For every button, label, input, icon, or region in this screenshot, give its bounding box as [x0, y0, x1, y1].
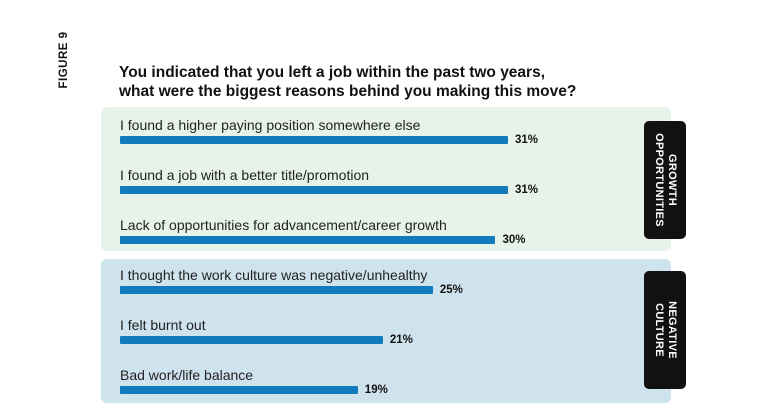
bar-label: Lack of opportunities for advancement/ca… — [120, 217, 447, 233]
group-tag-growth-text: GROWTH OPPORTUNITIES — [652, 133, 678, 227]
group-tag-culture: NEGATIVE CULTURE — [644, 271, 686, 389]
bar-value-label: 19% — [364, 384, 388, 396]
bar-label: I felt burnt out — [120, 317, 206, 333]
bar-value-label: 31% — [515, 184, 539, 196]
group-tag-growth-line-2: OPPORTUNITIES — [653, 133, 665, 227]
group-panel-growth — [101, 107, 671, 251]
chart-title-line-1: You indicated that you left a job within… — [119, 64, 546, 81]
bar-value-label: 31% — [515, 134, 539, 146]
bar-value-label: 21% — [389, 334, 413, 346]
group-tag-culture-line-2: CULTURE — [653, 303, 665, 357]
bar — [120, 136, 508, 144]
bar — [120, 286, 433, 294]
chart-title-line-2: what were the biggest reasons behind you… — [119, 83, 577, 100]
figure-label: FIGURE 9 — [58, 31, 70, 89]
group-tag-culture-text: NEGATIVE CULTURE — [652, 301, 678, 359]
bar-label: I thought the work culture was negative/… — [120, 267, 428, 283]
group-tag-culture-line-1: NEGATIVE — [666, 301, 678, 359]
bar — [120, 186, 508, 194]
bar — [120, 386, 358, 394]
group-tag-growth-line-1: GROWTH — [666, 154, 678, 206]
bar-value-label: 25% — [439, 284, 463, 296]
bar-value-label: 30% — [502, 234, 526, 246]
chart-title: You indicated that you left a job within… — [119, 63, 679, 101]
bar-label: I found a higher paying position somewhe… — [120, 117, 421, 133]
group-panel-culture — [101, 259, 671, 403]
bar-label: Bad work/life balance — [120, 367, 254, 383]
bar — [120, 236, 496, 244]
bar — [120, 336, 383, 344]
group-tag-growth: GROWTH OPPORTUNITIES — [644, 121, 686, 239]
bar-label: I found a job with a better title/promot… — [120, 167, 370, 183]
